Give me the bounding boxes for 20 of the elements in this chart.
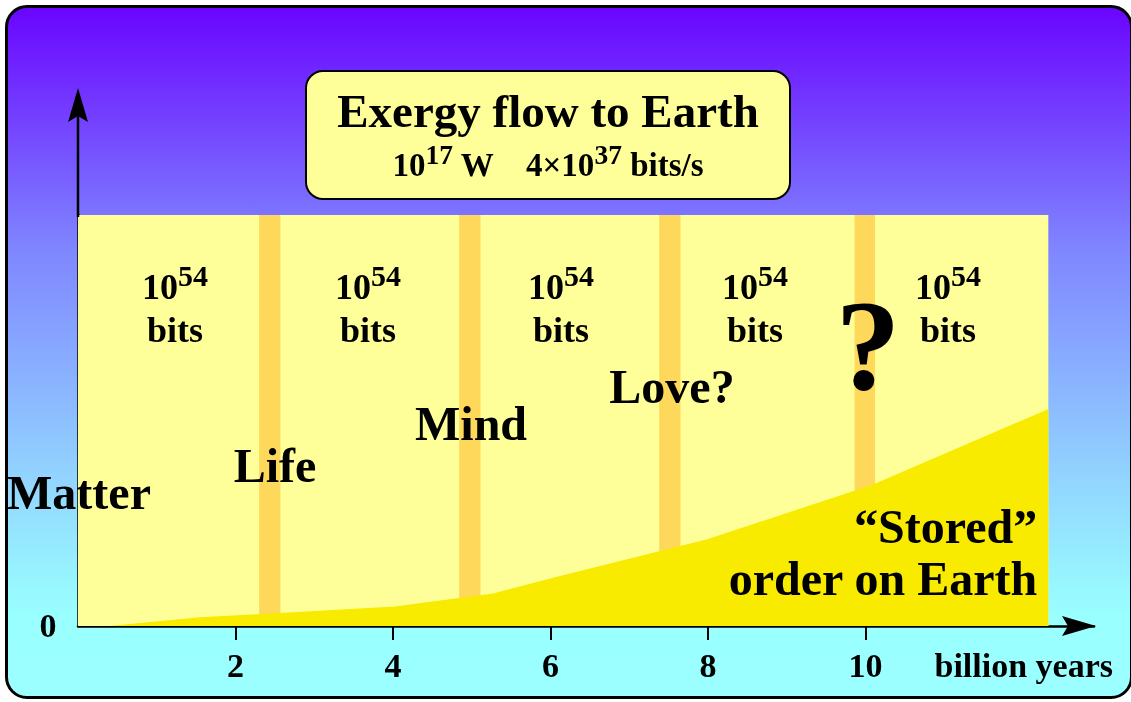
x-tick-label: 6 [542,646,560,684]
x-tick-label: 10 [848,646,883,684]
text: 10$^{54}$ bits [528,257,594,352]
x-tick-label: 8 [699,646,717,684]
text: 10$^{54}$ bits [722,257,788,352]
title-box: Exergy flow to Earth 10$^{17}$ W 4×10$^{37}$ bits/s [305,70,791,200]
annotation: ? [835,273,901,417]
annotation: Mind [414,396,528,451]
chart-title: Exergy flow to Earth [337,84,759,139]
x-tick-label: 2 [227,646,245,684]
text: 10$^{54}$ bits [335,257,401,352]
x-tick-label: 4 [384,646,402,684]
x-axis-title: billion years [934,646,1113,684]
text: 10$^{54}$ bits [915,257,981,352]
annotation: “Stored” order on Earth [728,500,1038,605]
text: 0 [39,607,57,644]
annotation: Life [233,438,317,493]
chart-subtitle: 10$^{17}$ W 4×10$^{37}$ bits/s [392,138,704,186]
text: 10$^{54}$ bits [142,257,208,352]
annotation: Love? [609,359,735,414]
